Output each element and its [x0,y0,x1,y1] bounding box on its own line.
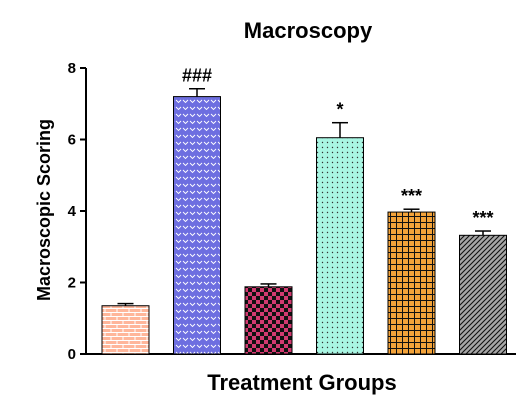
significance-annotation: *** [401,186,422,206]
y-ticks: 0 2 4 6 8 [68,60,86,363]
bar-2 [173,96,221,355]
y-tick-label: 2 [68,275,76,292]
bar-1 [101,305,150,355]
y-tick-label: 0 [68,346,76,363]
significance-annotation: * [336,100,343,120]
bar-4 [316,137,364,355]
y-tick-label: 8 [68,60,76,77]
bar-6 [459,234,507,355]
x-axis-label: Treatment Groups [207,370,396,395]
bar-5 [387,211,436,355]
y-axis-label: Macroscopic Scoring [34,119,54,301]
bars: ###******* [101,66,507,355]
significance-annotation: ### [182,66,212,86]
significance-annotation: *** [472,208,493,228]
chart-title: Macroscopy [244,18,373,43]
bar-3 [244,286,293,355]
y-tick-label: 6 [68,132,76,149]
y-tick-label: 4 [68,203,77,220]
